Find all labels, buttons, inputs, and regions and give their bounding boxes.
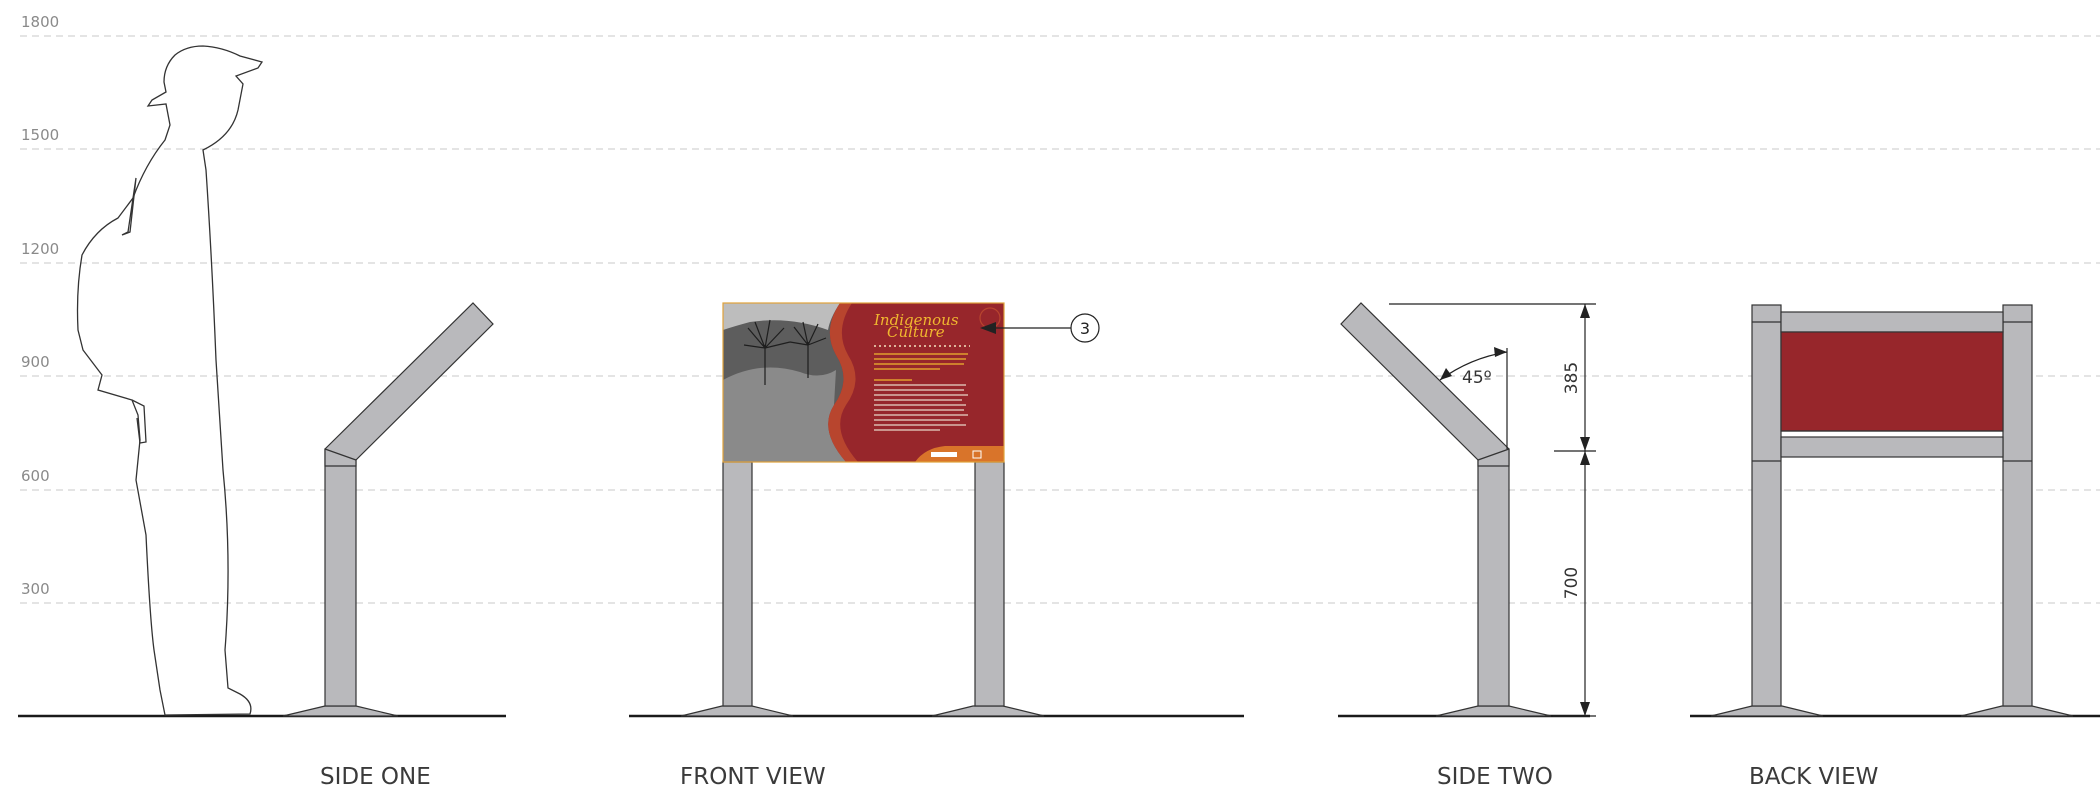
sign-photo-grasstrees-icon: [743, 319, 827, 385]
side-one-elevation: [282, 302, 494, 717]
back-left-footing: [1710, 705, 1824, 717]
sign-title-line2: Culture: [887, 323, 945, 341]
scale-label-900: 900: [21, 353, 50, 371]
sign-body-text-lines: [874, 353, 968, 431]
back-right-footing: [1960, 705, 2074, 717]
back-right-post: [2002, 304, 2033, 707]
scale-label-1500: 1500: [21, 126, 59, 144]
side-two-post: [1477, 448, 1510, 707]
sign-panel-border: [722, 302, 1005, 463]
angle-arrowhead-bottom-icon: [1440, 368, 1452, 380]
side-two-footing: [1435, 705, 1552, 717]
view-label-front: FRONT VIEW: [680, 764, 826, 790]
dim-arrow-1-icon: [1580, 304, 1590, 318]
sign-title-line1: Indigenous: [873, 311, 959, 329]
scale-label-1200: 1200: [21, 240, 59, 258]
dim-arrow-3-icon: [1580, 451, 1590, 465]
dim-arrow-2-icon: [1580, 437, 1590, 451]
scale-label-1800: 1800: [21, 13, 59, 31]
scale-label-600: 600: [21, 467, 50, 485]
front-right-post: [974, 461, 1005, 707]
side-one-footing: [282, 705, 399, 717]
dim-arrow-4-icon: [1580, 702, 1590, 716]
sign-footer-logo-icon: [931, 452, 957, 457]
person-silhouette-icon: [76, 45, 264, 716]
angle-arrowhead-top-icon: [1494, 347, 1507, 357]
sign-photo-rocks: [723, 367, 846, 462]
front-left-post: [722, 461, 753, 707]
person-hand-icon: [131, 399, 147, 444]
back-left-post: [1751, 304, 1782, 707]
sign-photo-sky: [723, 303, 840, 330]
callout-circle: [1070, 313, 1100, 343]
angle-label: 45º: [1462, 368, 1492, 388]
callout-number: 3: [1080, 319, 1090, 338]
side-two-elevation: 45º 385 700: [1340, 302, 1596, 717]
scale-label-300: 300: [21, 580, 50, 598]
back-panel: [1780, 331, 2004, 432]
dim-label-post: 700: [1562, 567, 1582, 599]
back-top-rail: [1780, 311, 2004, 333]
side-one-post: [324, 448, 357, 707]
back-bottom-rail: [1780, 436, 2004, 458]
view-label-side-one: SIDE ONE: [320, 764, 431, 790]
view-label-back: BACK VIEW: [1749, 764, 1878, 790]
callout-arrowhead-icon: [980, 322, 996, 334]
front-left-footing: [680, 705, 794, 717]
person-strap-icon: [121, 177, 137, 236]
front-view-elevation: Indigenous Culture: [680, 302, 1100, 717]
view-label-side-two: SIDE TWO: [1437, 764, 1553, 790]
sign-footer-emblem-icon: [972, 450, 982, 459]
back-view-elevation: [1710, 304, 2074, 717]
front-right-footing: [931, 705, 1045, 717]
side-one-angled-panel: [324, 302, 494, 467]
front-sign-panel: Indigenous Culture: [722, 302, 1005, 463]
sign-divider-band: [828, 303, 858, 462]
sign-footer-strip: [915, 446, 1004, 462]
dim-label-panel: 385: [1562, 362, 1582, 394]
